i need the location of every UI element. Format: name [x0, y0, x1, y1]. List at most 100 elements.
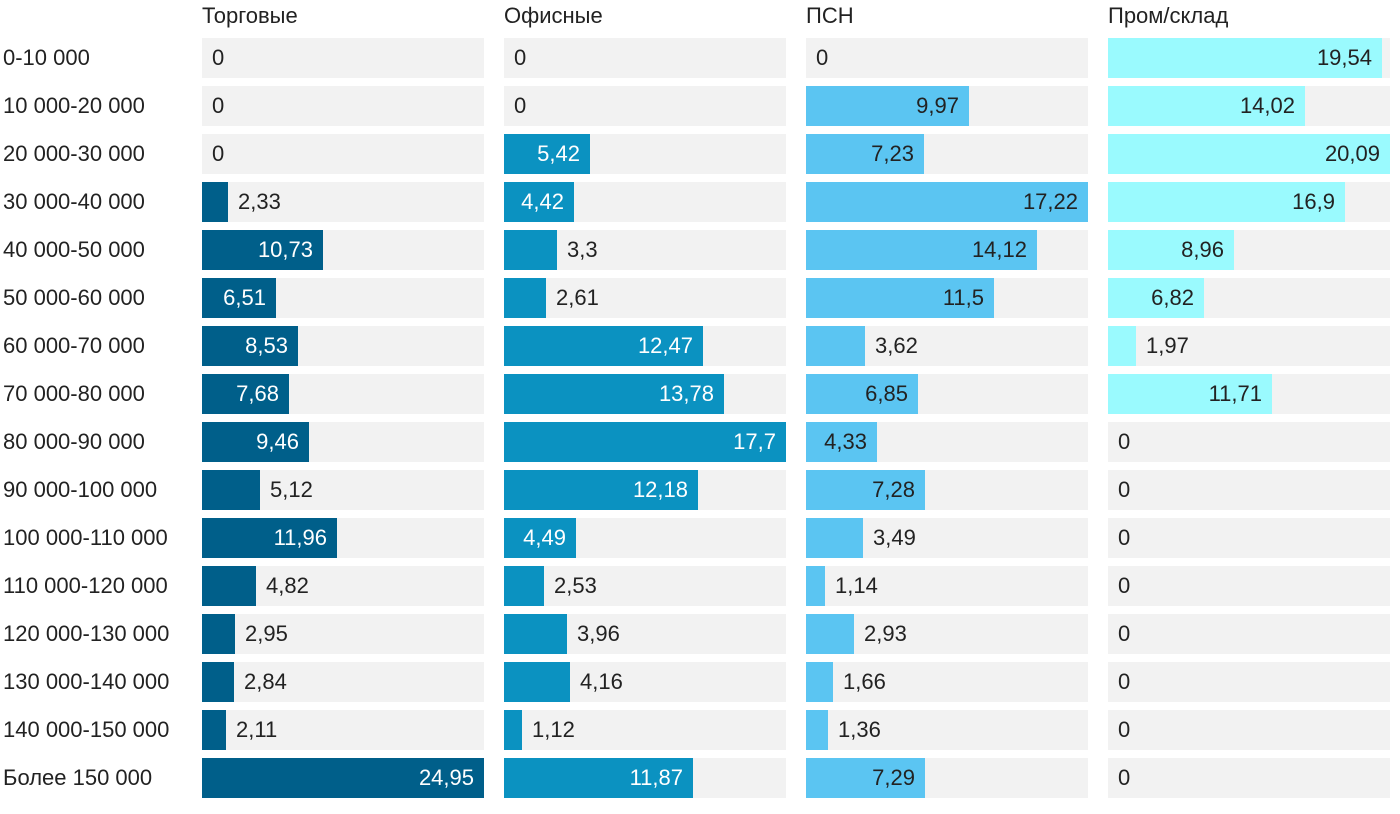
data-label: 11,87 [629, 765, 683, 790]
bar-track [202, 662, 484, 702]
data-label: 13,78 [658, 381, 714, 406]
data-label: 2,33 [238, 189, 281, 214]
row-label: 60 000-70 000 [3, 333, 145, 358]
data-label: 0 [212, 141, 225, 166]
data-label: 7,29 [872, 765, 915, 790]
data-label: 0 [1118, 765, 1131, 790]
data-label: 4,16 [580, 669, 623, 694]
data-label: 0 [212, 93, 225, 118]
bar [504, 470, 698, 510]
bar [806, 758, 925, 798]
bar-track [504, 38, 786, 78]
data-label: 2,84 [244, 669, 287, 694]
data-label: 1,97 [1146, 333, 1189, 358]
bar [1108, 134, 1390, 174]
data-label: 2,93 [864, 621, 907, 646]
data-label: 6,85 [865, 381, 908, 406]
data-label: 9,46 [256, 429, 299, 454]
bar [806, 710, 828, 750]
data-label: 14,02 [1239, 93, 1295, 118]
column-header: ПСН [806, 3, 854, 28]
bar [504, 278, 546, 318]
bar [806, 422, 877, 462]
row-label: Более 150 000 [3, 765, 153, 790]
bar [1108, 230, 1234, 270]
bar-track [1108, 470, 1390, 510]
bar [504, 566, 544, 606]
bar [504, 326, 703, 366]
bar [202, 758, 484, 798]
bar [504, 662, 570, 702]
bar [202, 278, 276, 318]
bar-track [202, 182, 484, 222]
data-label: 7,23 [871, 141, 914, 166]
bar-track [806, 710, 1088, 750]
data-label: 7,28 [872, 477, 915, 502]
bar [504, 422, 786, 462]
data-label: 1,14 [835, 573, 878, 598]
data-label: 11,96 [273, 525, 327, 550]
bar-track [1108, 326, 1390, 366]
bar [806, 518, 863, 558]
data-label: 0 [514, 45, 527, 70]
data-label: 0 [212, 45, 225, 70]
bar-track [1108, 614, 1390, 654]
data-label: 3,62 [875, 333, 918, 358]
data-label: 2,53 [554, 573, 597, 598]
row-label: 30 000-40 000 [3, 189, 145, 214]
bar [504, 710, 522, 750]
bar [504, 230, 557, 270]
bar [806, 230, 1037, 270]
bar [806, 566, 825, 606]
data-label: 2,11 [236, 717, 278, 742]
data-label: 14,12 [971, 237, 1027, 262]
bar [1108, 326, 1136, 366]
bar-track [202, 86, 484, 126]
bar-track [1108, 758, 1390, 798]
data-label: 2,61 [556, 285, 599, 310]
data-label: 9,97 [916, 93, 959, 118]
data-label: 12,18 [632, 477, 688, 502]
data-label: 0 [1118, 669, 1131, 694]
bar [202, 374, 289, 414]
bar-track [504, 566, 786, 606]
bar [806, 470, 925, 510]
bar [806, 614, 854, 654]
data-label: 17,22 [1022, 189, 1078, 214]
bar [504, 134, 590, 174]
data-label: 8,53 [245, 333, 288, 358]
bar-track [202, 614, 484, 654]
data-label: 0 [1118, 525, 1131, 550]
data-label: 24,95 [418, 765, 474, 790]
bar [202, 230, 323, 270]
bar-track [202, 38, 484, 78]
bar-track [806, 662, 1088, 702]
bar [202, 614, 235, 654]
data-label: 1,66 [843, 669, 886, 694]
bar [806, 326, 865, 366]
data-label: 2,95 [245, 621, 288, 646]
data-label: 0 [514, 93, 527, 118]
data-label: 0 [1118, 477, 1131, 502]
bar-track [1108, 566, 1390, 606]
bar [1108, 182, 1345, 222]
data-label: 4,42 [521, 189, 564, 214]
bar [1108, 278, 1204, 318]
row-label: 70 000-80 000 [3, 381, 145, 406]
column-header: Пром/склад [1108, 3, 1229, 28]
data-label: 10,73 [257, 237, 313, 262]
row-label: 140 000-150 000 [3, 717, 170, 742]
bar-track [504, 86, 786, 126]
bar [202, 326, 298, 366]
bar [806, 374, 918, 414]
bar [504, 374, 724, 414]
bar-track [1108, 662, 1390, 702]
bar-track [504, 278, 786, 318]
row-label: 110 000-120 000 [3, 573, 168, 598]
data-label: 4,82 [266, 573, 309, 598]
row-label: 20 000-30 000 [3, 141, 145, 166]
bar [202, 182, 228, 222]
bar-track [1108, 422, 1390, 462]
data-label: 8,96 [1181, 237, 1224, 262]
